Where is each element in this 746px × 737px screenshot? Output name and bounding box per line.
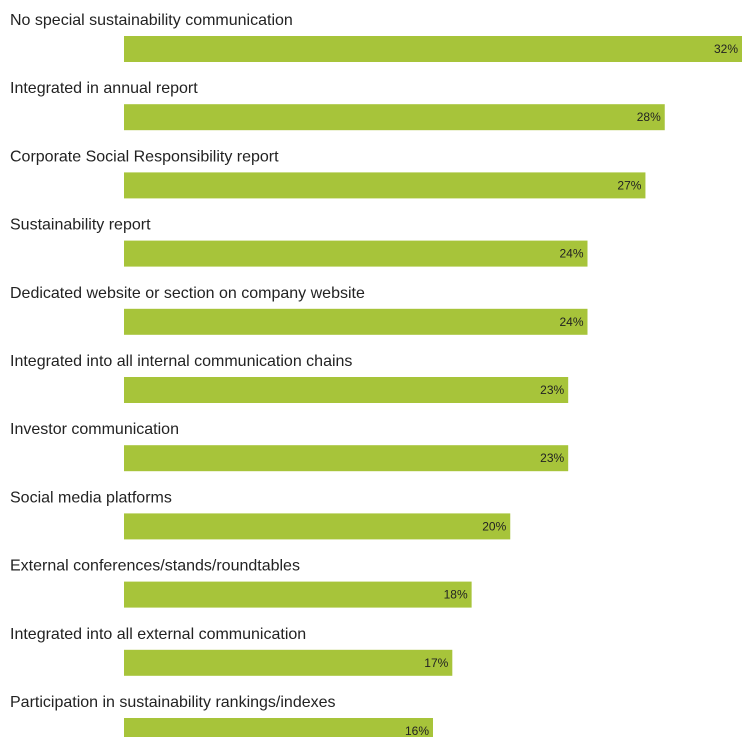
bar-group: Corporate Social Responsibility report 27… xyxy=(10,148,646,199)
bar-group: Investor communication 23% xyxy=(10,421,569,472)
bar xyxy=(124,308,588,335)
bar xyxy=(124,172,646,199)
bar-group: Participation in sustainability rankings… xyxy=(10,694,433,737)
bar-group: Sustainability report 24% xyxy=(10,217,588,267)
value-label: 17% xyxy=(424,656,448,670)
bar xyxy=(124,445,569,472)
bar-group: Integrated in annual report 28% xyxy=(10,80,665,131)
bar-group: Social media platforms 20% xyxy=(10,489,511,540)
bar xyxy=(124,240,588,267)
value-label: 24% xyxy=(559,315,583,329)
bar-group: Dedicated website or section on company … xyxy=(10,285,588,335)
value-label: 28% xyxy=(637,110,661,124)
bar xyxy=(124,513,511,540)
category-label: Integrated into all internal communicati… xyxy=(10,353,352,370)
value-label: 16% xyxy=(405,724,429,737)
category-label: Sustainability report xyxy=(10,217,151,234)
bar xyxy=(124,649,453,676)
value-label: 18% xyxy=(444,588,468,602)
category-label: Integrated in annual report xyxy=(10,80,198,97)
category-label: Investor communication xyxy=(10,421,179,438)
category-label: Participation in sustainability rankings… xyxy=(10,694,336,711)
value-label: 32% xyxy=(714,42,738,56)
bar-group: No special sustainability communication 3… xyxy=(10,12,742,62)
bar xyxy=(124,36,742,62)
bar xyxy=(124,377,569,403)
value-label: 23% xyxy=(540,451,564,465)
bar xyxy=(124,581,472,608)
bar-group: Integrated into all external communicati… xyxy=(10,626,453,676)
category-label: Integrated into all external communicati… xyxy=(10,626,306,643)
category-label: Dedicated website or section on company … xyxy=(10,285,365,302)
bar xyxy=(124,104,665,131)
value-label: 20% xyxy=(482,519,506,533)
category-label: No special sustainability communication xyxy=(10,12,293,29)
value-label: 24% xyxy=(559,247,583,261)
value-label: 27% xyxy=(617,178,641,192)
bar xyxy=(124,718,433,737)
bar-group: Integrated into all internal communicati… xyxy=(10,353,569,403)
category-label: External conferences/stands/roundtables xyxy=(10,558,300,575)
category-label: Social media platforms xyxy=(10,489,172,506)
value-label: 23% xyxy=(540,383,564,397)
bar-group: External conferences/stands/roundtables 1… xyxy=(10,558,472,608)
category-label: Corporate Social Responsibility report xyxy=(10,148,279,165)
